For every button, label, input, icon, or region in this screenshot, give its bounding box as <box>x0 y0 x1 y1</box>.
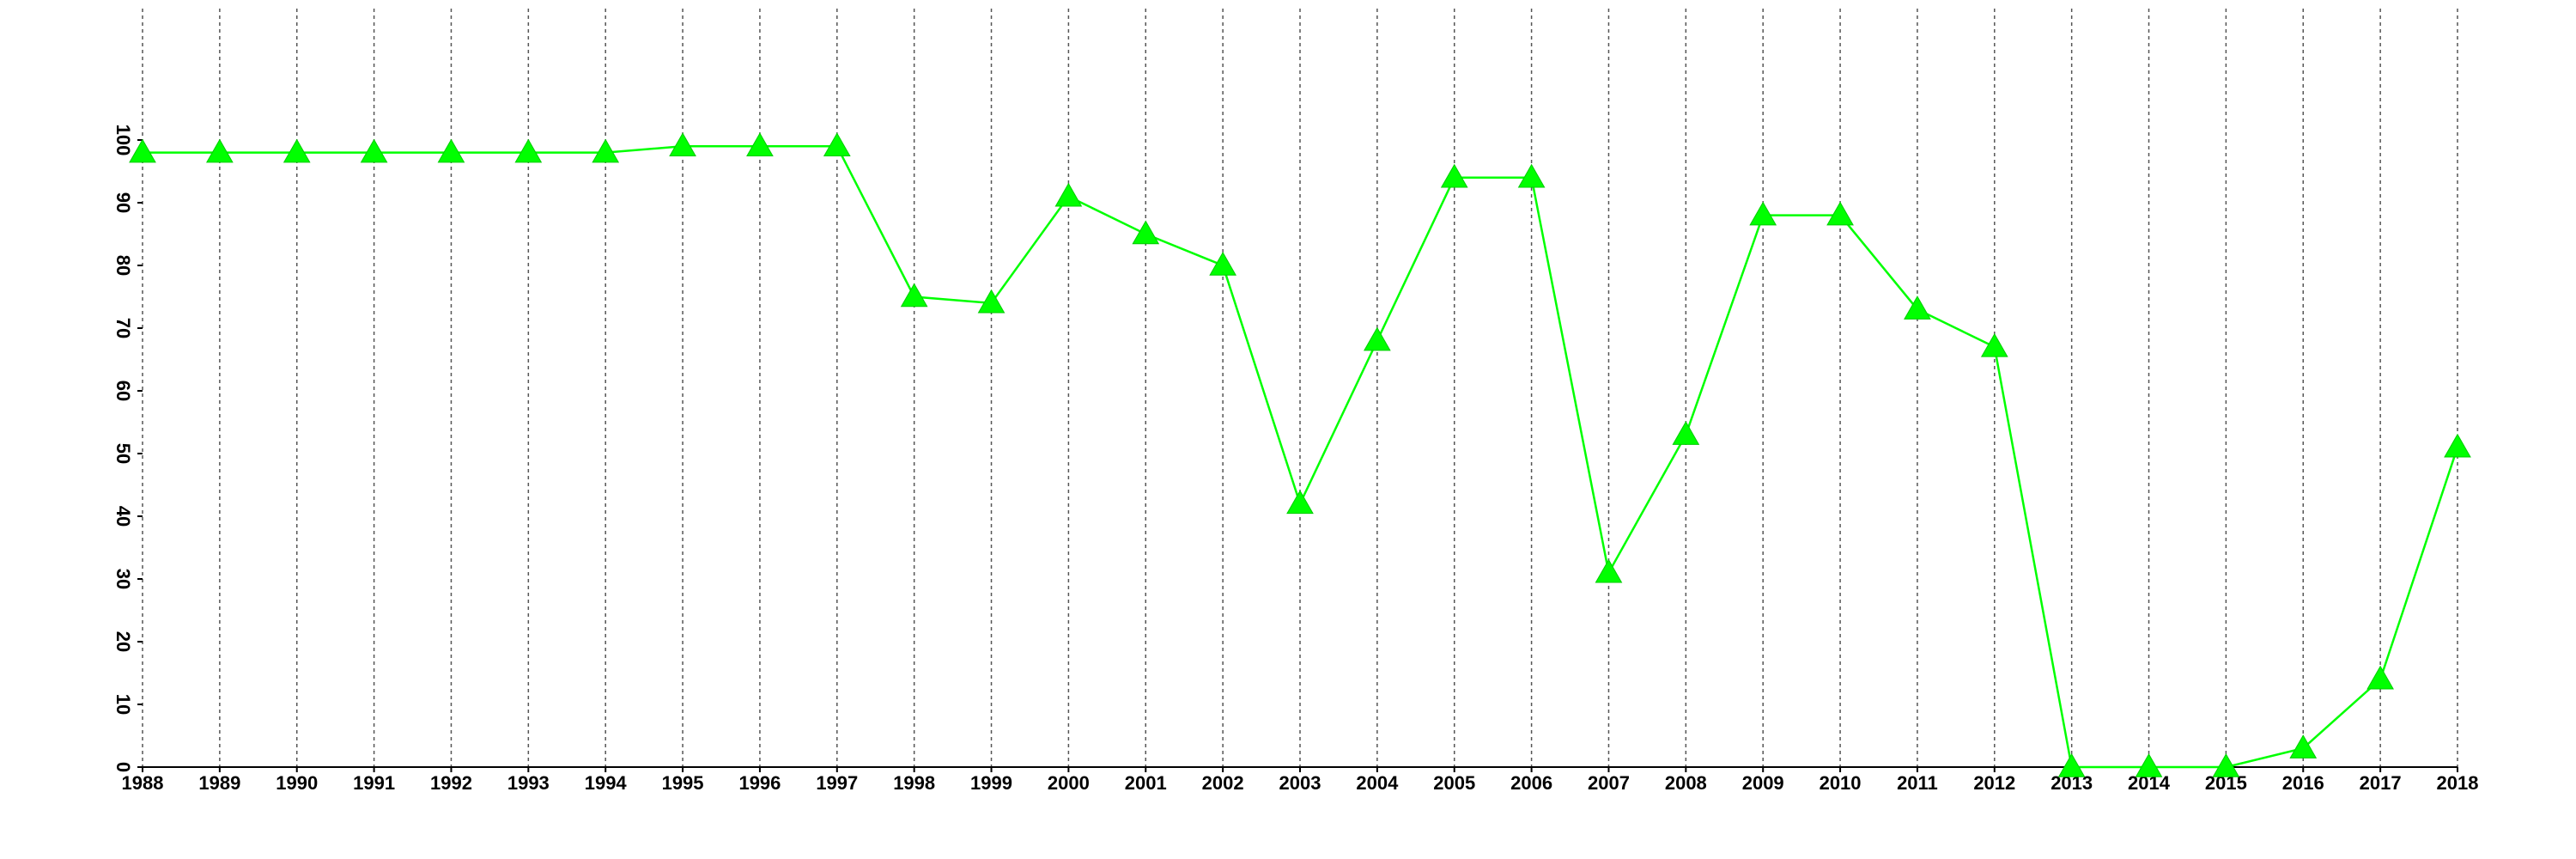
x-tick-label: 1997 <box>816 772 858 794</box>
marker <box>2289 734 2318 758</box>
x-tick-label: 1994 <box>585 772 628 794</box>
marker <box>437 138 465 163</box>
x-tick-label: 2000 <box>1048 772 1090 794</box>
x-tick-label: 2007 <box>1588 772 1630 794</box>
marker <box>2212 752 2240 777</box>
x-tick-label: 2010 <box>1820 772 1862 794</box>
x-tick-label: 1990 <box>276 772 318 794</box>
marker <box>283 138 311 163</box>
x-tick-label: 1995 <box>662 772 704 794</box>
x-tick-label: 2012 <box>1973 772 2015 794</box>
y-tick-label: 80 <box>112 255 134 276</box>
marker <box>1054 182 1083 207</box>
marker <box>1209 251 1236 276</box>
marker <box>206 138 234 163</box>
marker <box>900 283 928 308</box>
marker <box>1904 295 1931 320</box>
y-tick-label: 90 <box>112 192 134 213</box>
marker <box>746 132 774 157</box>
x-tick-label: 2005 <box>1433 772 1475 794</box>
x-tick-label: 2011 <box>1897 772 1938 794</box>
marker <box>977 289 1005 314</box>
x-tick-label: 2006 <box>1510 772 1552 794</box>
y-tick-label: 0 <box>112 762 134 772</box>
x-tick-label: 1988 <box>122 772 164 794</box>
marker <box>1672 421 1700 445</box>
x-tick-label: 2016 <box>2282 772 2324 794</box>
x-tick-label: 1999 <box>970 772 1012 794</box>
marker <box>1749 201 1777 226</box>
x-tick-label: 2004 <box>1356 772 1399 794</box>
marker <box>1517 163 1546 188</box>
x-tick-label: 2017 <box>2360 772 2402 794</box>
x-tick-label: 1993 <box>507 772 550 794</box>
marker <box>1286 490 1314 515</box>
marker <box>2444 433 2471 458</box>
marker <box>360 138 388 163</box>
marker <box>129 138 156 163</box>
x-tick-label: 2018 <box>2437 772 2479 794</box>
y-tick-label: 50 <box>112 443 134 464</box>
marker <box>1440 163 1468 188</box>
y-tick-label: 30 <box>112 569 134 589</box>
y-tick-label: 60 <box>112 381 134 401</box>
x-tick-label: 2002 <box>1202 772 1244 794</box>
x-tick-label: 1996 <box>738 772 781 794</box>
x-tick-label: 2008 <box>1665 772 1707 794</box>
x-tick-label: 2001 <box>1125 772 1167 794</box>
marker <box>1980 332 2008 357</box>
marker <box>2057 752 2086 777</box>
marker <box>2366 665 2394 690</box>
marker <box>1132 220 1160 245</box>
marker <box>1826 201 1854 226</box>
x-tick-label: 1998 <box>893 772 935 794</box>
y-tick-label: 40 <box>112 506 134 527</box>
x-tick-label: 2003 <box>1279 772 1321 794</box>
marker <box>2135 752 2163 777</box>
y-tick-label: 100 <box>112 125 134 156</box>
marker <box>514 138 543 163</box>
marker <box>1595 558 1623 583</box>
marker <box>1364 326 1391 351</box>
x-tick-label: 1991 <box>353 772 395 794</box>
y-tick-label: 20 <box>112 631 134 652</box>
x-tick-label: 2009 <box>1742 772 1784 794</box>
marker <box>669 132 696 157</box>
x-tick-label: 1992 <box>430 772 472 794</box>
x-tick-label: 1989 <box>198 772 240 794</box>
marker <box>823 132 851 157</box>
y-tick-label: 70 <box>112 318 134 338</box>
marker <box>592 138 620 163</box>
y-tick-label: 10 <box>112 694 134 715</box>
